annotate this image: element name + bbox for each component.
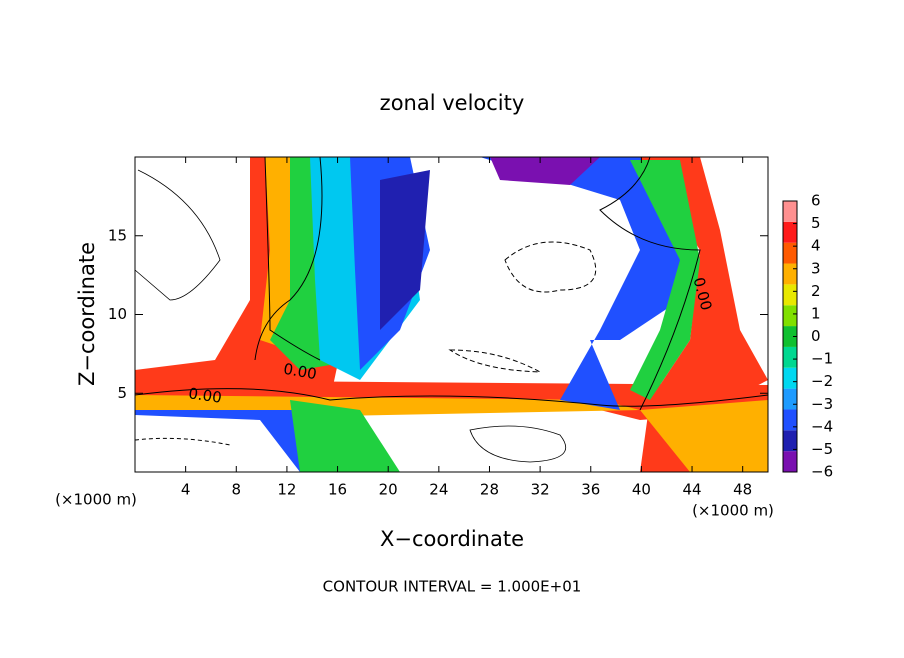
- contour-label: 0.00: [187, 384, 223, 406]
- x-tick-label: 12: [277, 481, 296, 499]
- colorbar-band: [783, 451, 797, 472]
- y-tick-label: 15: [108, 226, 127, 244]
- x-tick-label: 32: [531, 481, 550, 499]
- colorbar-tick-label: 4: [811, 237, 821, 255]
- x-unit-label: (×1000 m): [55, 491, 137, 509]
- colorbar-band: [783, 430, 797, 452]
- x-unit-label: (×1000 m): [692, 502, 774, 520]
- colorbar-tick-label: −4: [811, 417, 833, 435]
- x-tick-label: 28: [480, 481, 499, 499]
- colorbar-band: [783, 367, 797, 389]
- contour-label: 0.00: [282, 360, 318, 384]
- x-tick-label: 4: [181, 481, 191, 499]
- x-tick-label: 40: [632, 481, 651, 499]
- colorbar-tick-label: 6: [811, 192, 821, 210]
- colorbar-tick-label: −1: [811, 350, 833, 368]
- footer-note: CONTOUR INTERVAL = 1.000E+01: [323, 578, 582, 596]
- colorbar-tick-label: −5: [811, 440, 833, 458]
- colorbar-tick-label: 3: [811, 259, 821, 277]
- colorbar-tick-label: 5: [811, 214, 821, 232]
- colorbar-band: [783, 263, 797, 285]
- colorbar-band: [783, 201, 797, 222]
- x-tick-label: 44: [682, 481, 701, 499]
- x-tick-label: 24: [429, 481, 448, 499]
- colorbar-band: [783, 305, 797, 327]
- colorbar-band: [783, 326, 797, 347]
- colorbar-band: [783, 409, 797, 431]
- colorbar-band: [783, 221, 797, 243]
- colorbar-band: [783, 284, 797, 306]
- x-axis-label: X−coordinate: [380, 527, 524, 551]
- colorbar-tick-label: 2: [811, 282, 821, 300]
- x-tick-label: 16: [328, 481, 347, 499]
- x-tick-label: 48: [733, 481, 752, 499]
- colorbar-tick-label: −3: [811, 395, 833, 413]
- x-tick-label: 20: [379, 481, 398, 499]
- colorbar-tick-label: −6: [811, 463, 833, 481]
- colorbar-band: [783, 242, 797, 264]
- y-tick-label: 10: [108, 305, 127, 323]
- colorbar-band: [783, 388, 797, 410]
- x-tick-label: 8: [232, 481, 242, 499]
- colorbar-tick-label: −2: [811, 372, 833, 390]
- y-axis-label: Z−coordinate: [75, 242, 99, 386]
- colorbar-tick-label: 1: [811, 304, 821, 322]
- colorbar-band: [783, 346, 797, 368]
- y-tick-label: 5: [117, 384, 127, 402]
- colorbar-tick-label: 0: [811, 327, 821, 345]
- field: [134, 156, 769, 472]
- chart-title: zonal velocity: [380, 91, 525, 115]
- x-tick-label: 36: [581, 481, 600, 499]
